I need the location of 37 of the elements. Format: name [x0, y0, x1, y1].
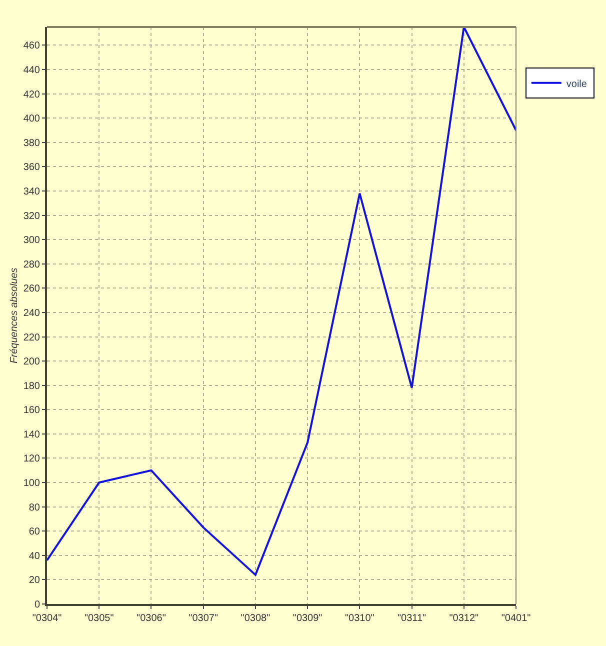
- y-tick-label: 440: [23, 65, 40, 76]
- x-tick-label: "0310": [344, 613, 375, 624]
- y-tick-label: 60: [28, 526, 40, 538]
- x-tick-label: "0401": [501, 613, 532, 624]
- y-tick-label: 180: [23, 380, 40, 392]
- y-tick-label: 40: [28, 550, 40, 562]
- y-tick-label: 160: [23, 405, 40, 416]
- y-tick-label: 400: [23, 114, 40, 125]
- y-tick-label: 200: [23, 356, 40, 368]
- y-tick-label: 80: [28, 502, 40, 514]
- x-tick-label: "0308": [240, 613, 271, 624]
- y-tick-label: 140: [23, 429, 40, 440]
- y-tick-label: 20: [28, 575, 40, 586]
- x-tick-label: "0307": [188, 613, 218, 624]
- y-tick-label: 280: [23, 259, 40, 270]
- y-tick-label: 460: [23, 40, 40, 52]
- y-tick-label: 0: [34, 600, 40, 610]
- y-tick-label: 340: [23, 186, 40, 198]
- y-tick-label: 220: [23, 332, 40, 344]
- x-tick-label: "0305": [84, 613, 114, 624]
- y-axis-title: Fréquences absolues: [8, 268, 20, 364]
- line-series: [47, 27, 516, 576]
- y-tick-label: 380: [23, 138, 40, 149]
- y-tick-label: 420: [23, 89, 40, 100]
- y-tick-label: 360: [23, 162, 40, 174]
- legend-label: voile: [566, 78, 588, 90]
- x-tick-label: "0309": [292, 613, 323, 624]
- y-tick-label: 260: [23, 284, 40, 295]
- x-tick-label: "0311": [397, 613, 427, 624]
- x-tick-label: "0312": [449, 613, 480, 624]
- x-tick-label: "0304": [32, 613, 62, 624]
- y-tick-label: 100: [23, 478, 40, 490]
- y-tick-label: 240: [23, 308, 40, 319]
- x-tick-label: "0306": [136, 613, 166, 624]
- y-tick-label: 120: [23, 454, 40, 465]
- y-tick-label: 320: [23, 210, 40, 222]
- y-tick-label: 300: [23, 235, 40, 246]
